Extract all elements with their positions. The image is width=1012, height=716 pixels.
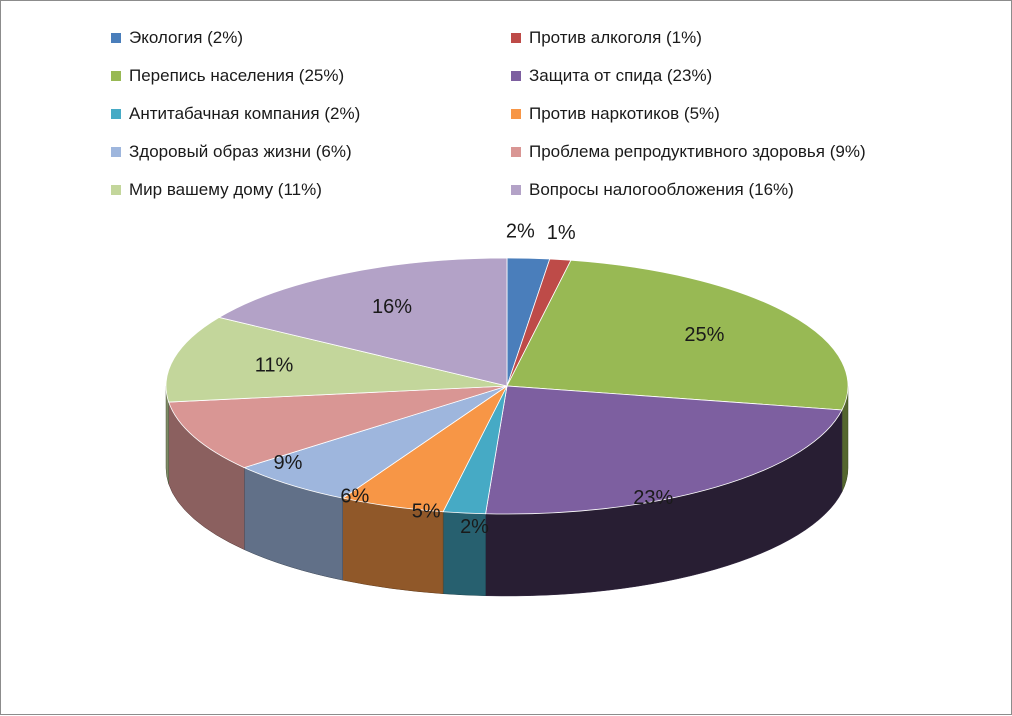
legend-item: Антитабачная компания (2%) bbox=[111, 95, 511, 133]
data-label: 11% bbox=[255, 355, 294, 377]
pie-top-faces bbox=[165, 257, 849, 515]
legend-label: Проблема репродуктивного здоровья (9%) bbox=[529, 142, 866, 161]
legend-item: Против наркотиков (5%) bbox=[511, 95, 931, 133]
data-label: 9% bbox=[273, 452, 302, 474]
legend-swatch bbox=[111, 147, 121, 157]
pie-slice bbox=[485, 385, 843, 515]
data-label: 2% bbox=[506, 221, 535, 243]
pie-slice bbox=[218, 257, 508, 387]
pie-slice bbox=[165, 316, 508, 403]
legend-label: Вопросы налогообложения (16%) bbox=[529, 180, 794, 199]
legend-label: Здоровый образ жизни (6%) bbox=[129, 142, 352, 161]
legend-label: Экология (2%) bbox=[129, 28, 244, 47]
legend-label: Антитабачная компания (2%) bbox=[129, 104, 361, 123]
data-label: 16% bbox=[372, 296, 412, 318]
pie-side-walls bbox=[165, 385, 849, 597]
legend-label: Против наркотиков (5%) bbox=[529, 104, 720, 123]
legend-label: Против алкоголя (1%) bbox=[529, 28, 702, 47]
legend: Экология (2%) Против алкоголя (1%) Перепис… bbox=[111, 19, 931, 209]
data-label: 1% bbox=[547, 222, 576, 244]
legend-item: Против алкоголя (1%) bbox=[511, 19, 931, 57]
legend-item: Мир вашему дому (11%) bbox=[111, 171, 511, 209]
legend-item: Здоровый образ жизни (6%) bbox=[111, 133, 511, 171]
pie-slice bbox=[506, 259, 849, 411]
legend-label: Перепись населения (25%) bbox=[129, 66, 345, 85]
pie-slice bbox=[168, 385, 508, 469]
legend-swatch bbox=[511, 33, 521, 43]
legend-item: Проблема репродуктивного здоровья (9%) bbox=[511, 133, 931, 171]
legend-swatch bbox=[511, 185, 521, 195]
legend-swatch bbox=[111, 33, 121, 43]
legend-swatch bbox=[511, 147, 521, 157]
legend-item: Перепись населения (25%) bbox=[111, 57, 511, 95]
legend-swatch bbox=[111, 109, 121, 119]
legend-label: Мир вашему дому (11%) bbox=[129, 180, 322, 199]
data-label: 25% bbox=[684, 324, 724, 346]
legend-item: Экология (2%) bbox=[111, 19, 511, 57]
legend-label: Защита от спида (23%) bbox=[529, 66, 713, 85]
legend-item: Вопросы налогообложения (16%) bbox=[511, 171, 931, 209]
data-label: 6% bbox=[340, 485, 369, 507]
legend-swatch bbox=[111, 71, 121, 81]
data-labels: 2% 1% 25% 23% 2% 5% 6% 9% 11% 16% bbox=[255, 221, 725, 538]
data-label: 5% bbox=[412, 501, 441, 523]
legend-swatch bbox=[511, 109, 521, 119]
legend-swatch bbox=[511, 71, 521, 81]
legend-swatch bbox=[111, 185, 121, 195]
data-label: 2% bbox=[460, 516, 489, 538]
data-label: 23% bbox=[633, 487, 673, 509]
pie-slice bbox=[243, 385, 508, 499]
legend-item: Защита от спида (23%) bbox=[511, 57, 931, 95]
